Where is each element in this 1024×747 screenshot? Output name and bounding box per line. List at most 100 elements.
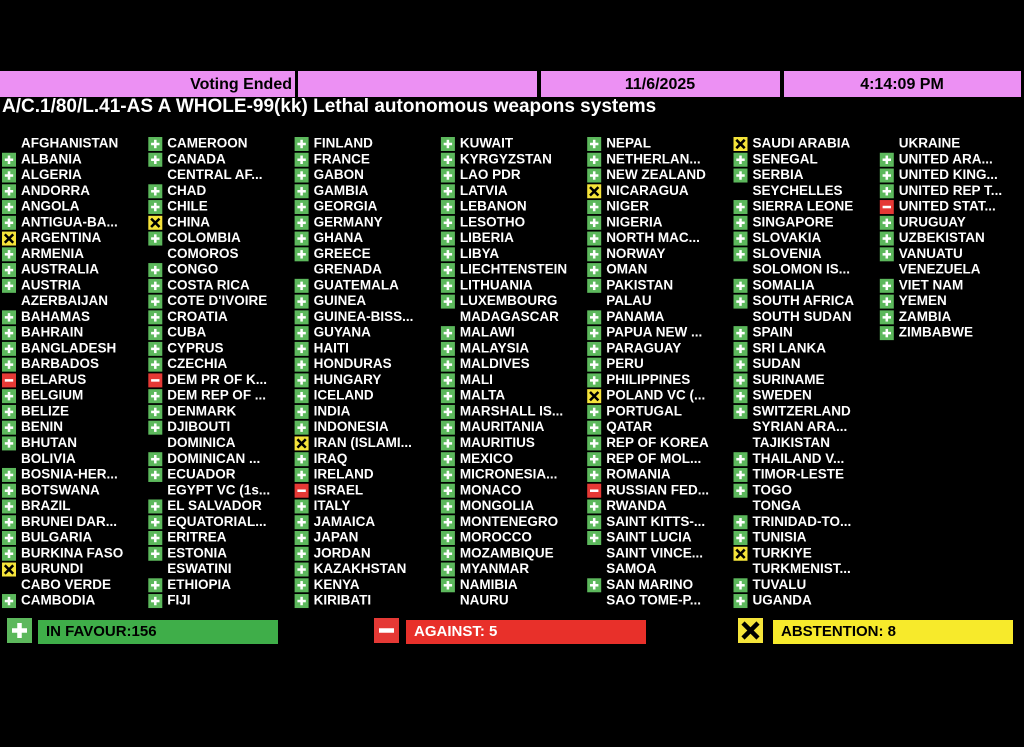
country-name: MAURITIUS <box>460 435 535 450</box>
vote-icon-part <box>300 549 303 558</box>
vote-icon-part <box>3 564 15 575</box>
vote-icon-part <box>154 281 157 291</box>
vote-icon-part <box>741 621 760 640</box>
vote-icon-part <box>154 265 157 275</box>
vote-icon-part <box>7 265 11 275</box>
vote-icon-part <box>739 234 742 243</box>
country-name: NORWAY <box>606 246 665 261</box>
country-name: NICARAGUA <box>606 183 689 198</box>
vote-icon-part <box>885 328 889 338</box>
country-name: ARMENIA <box>21 246 84 261</box>
vote-icon-part <box>446 328 450 338</box>
country-name: DEM PR OF K... <box>167 372 267 387</box>
vote-icon-part <box>446 218 450 227</box>
country-name: INDONESIA <box>314 419 389 434</box>
country-name: NEW ZEALAND <box>606 167 706 182</box>
vote-icon-part <box>300 470 303 480</box>
vote-icon-part <box>7 171 11 180</box>
country-name: SWITZERLAND <box>753 403 851 418</box>
country-name: PARAGUAY <box>606 340 681 355</box>
country-name: SAUDI ARABIA <box>753 136 851 151</box>
country-name: MALI <box>460 372 493 387</box>
country-name: SURINAME <box>753 372 825 387</box>
country-name: DOMINICAN ... <box>167 451 260 466</box>
country-name: SAN MARINO <box>606 577 693 592</box>
country-name: GHANA <box>314 230 364 245</box>
vote-icon-part <box>592 581 596 590</box>
country-name: SLOVENIA <box>753 246 822 261</box>
country-name: SERBIA <box>753 167 804 182</box>
vote-icon-part <box>7 360 11 369</box>
vote-icon-part <box>739 250 742 259</box>
total-label: IN FAVOUR:156 <box>46 623 157 640</box>
country-name: SOUTH AFRICA <box>753 293 855 308</box>
country-name: DOMINICA <box>167 435 235 450</box>
vote-icon-part <box>592 470 596 480</box>
country-name: NIGERIA <box>606 214 663 229</box>
country-name: FINLAND <box>314 136 373 151</box>
vote-icon-part <box>154 187 157 196</box>
vote-icon-part <box>739 218 742 227</box>
vote-icon-part <box>154 549 157 558</box>
country-name: RUSSIAN FED... <box>606 482 709 497</box>
country-name: BELGIUM <box>21 388 83 403</box>
country-name: JAMAICA <box>314 514 376 529</box>
country-name: GUINEA-BISS... <box>314 309 414 324</box>
vote-icon-part <box>154 328 157 338</box>
country-name: CABO VERDE <box>21 577 111 592</box>
country-name: CHILE <box>167 199 208 214</box>
vote-icon-part <box>446 297 450 306</box>
country-name: ESTONIA <box>167 545 227 560</box>
country-name: BAHAMAS <box>21 309 90 324</box>
vote-icon-part <box>446 344 450 354</box>
country-name: GREECE <box>314 246 371 261</box>
vote-icon-part <box>885 155 889 164</box>
country-name: ESWATINI <box>167 561 231 576</box>
vote-icon-part <box>885 313 889 322</box>
title: A/C.1/80/L.41-AS A WHOLE-99(kk) Lethal a… <box>2 96 656 117</box>
country-name: POLAND VC (... <box>606 388 705 403</box>
vote-icon-part <box>300 533 303 543</box>
vote-icon-part <box>592 439 596 448</box>
vote-icon-part <box>7 533 11 543</box>
country-name: SYRIAN ARA... <box>753 419 848 434</box>
country-name: BELIZE <box>21 403 69 418</box>
country-name: IRAQ <box>314 451 348 466</box>
vote-icon-part <box>446 391 450 401</box>
country-name: MOZAMBIQUE <box>460 545 554 560</box>
vote-icon-part <box>154 344 157 354</box>
country-name: VENEZUELA <box>899 262 981 277</box>
vote-icon-part <box>154 502 157 511</box>
vote-icon-part <box>151 379 160 382</box>
country-name: BOLIVIA <box>21 451 76 466</box>
vote-icon-part <box>154 455 157 464</box>
country-name: BAHRAIN <box>21 325 83 340</box>
country-name: BARBADOS <box>21 356 99 371</box>
country-name: LIBYA <box>460 246 500 261</box>
country-name: FRANCE <box>314 151 370 166</box>
country-name: TURKIYE <box>753 545 812 560</box>
total-box <box>406 620 646 644</box>
country-name: CANADA <box>167 151 226 166</box>
vote-icon-part <box>885 281 889 291</box>
country-name: CUBA <box>167 325 206 340</box>
country-name: MEXICO <box>460 451 513 466</box>
vote-icon-part <box>300 360 303 369</box>
vote-icon-part <box>885 250 889 259</box>
country-name: TURKMENIST... <box>753 561 851 576</box>
country-name: LATVIA <box>460 183 508 198</box>
country-name: LIBERIA <box>460 230 514 245</box>
country-name: BANGLADESH <box>21 340 116 355</box>
country-name: SOMALIA <box>753 277 815 292</box>
country-name: ICELAND <box>314 388 374 403</box>
vote-icon-part <box>154 423 157 432</box>
country-name: KUWAIT <box>460 136 514 151</box>
vote-icon-part <box>300 234 303 243</box>
country-name: SAINT KITTS-... <box>606 514 705 529</box>
vote-icon-part <box>739 328 742 338</box>
vote-icon-part <box>590 489 599 492</box>
country-name: EGYPT VC (1s... <box>167 482 270 497</box>
vote-icon-part <box>446 376 450 385</box>
vote-icon-part <box>446 470 450 480</box>
country-name: MALTA <box>460 388 505 403</box>
